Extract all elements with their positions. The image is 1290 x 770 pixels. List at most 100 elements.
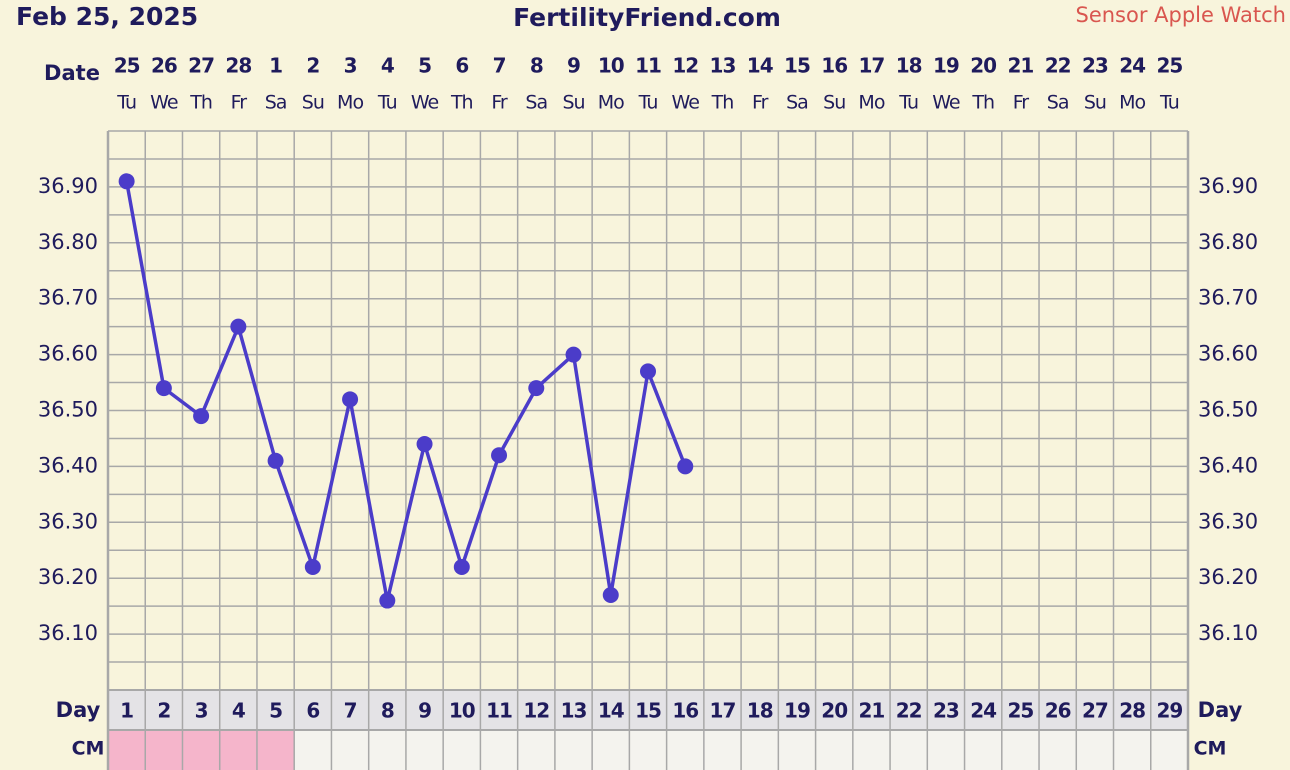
y-tick-label: 36.20 [38,565,98,589]
date-label: 12 [672,54,698,78]
chart-date: Feb 25, 2025 [16,2,198,31]
date-label: 26 [151,54,177,78]
temperature-point [118,173,135,190]
source-label: Sensor Apple Watch [1076,3,1287,27]
cm-cell [852,730,891,770]
cm-cell [815,730,853,770]
cm-cell [703,730,742,770]
weekday-label: Fr [752,92,769,114]
day-label: 26 [1045,699,1071,723]
day-label: 13 [561,699,587,723]
day-label: 6 [306,699,319,723]
day-label: 28 [1119,699,1145,723]
day-label: 11 [486,699,512,723]
weekday-label: Sa [265,92,287,114]
cm-cell [554,730,593,770]
weekday-label: Sa [786,92,808,114]
cm-marked-cell [219,730,257,770]
date-label: 17 [859,54,885,78]
date-label: 13 [710,54,736,78]
weekday-label: Su [823,92,845,114]
date-label: 5 [418,54,431,78]
temperature-point [342,391,359,408]
date-label: 18 [896,54,922,78]
weekday-label: Fr [1013,92,1030,114]
date-label: 10 [598,54,624,78]
temperature-point [379,592,396,609]
y-tick-label-right: 36.10 [1198,621,1258,645]
temperature-line [124,180,687,603]
date-label: 21 [1007,54,1033,78]
weekday-label: Sa [525,92,547,114]
weekday-label: Tu [638,92,658,114]
day-label: 24 [970,699,996,723]
temperature-point [677,458,694,475]
date-label: 7 [493,54,506,78]
cm-cell [629,730,667,770]
y-tick-label-right: 36.60 [1198,342,1258,366]
cm-cell [405,730,444,770]
date-label: 3 [344,54,357,78]
temperature-point [640,363,656,380]
date-row-label: Date [44,61,100,85]
cm-cell [368,730,406,770]
date-label: 24 [1119,54,1145,78]
date-label: 25 [114,54,140,78]
cm-row-label-right: CM [1194,738,1227,760]
cm-cell [778,730,816,770]
day-label: 23 [933,699,959,723]
day-label: 3 [195,699,208,723]
temperature-point [304,559,321,576]
date-label: 15 [784,54,810,78]
y-tick-label: 36.70 [38,286,98,310]
y-tick-label: 36.90 [38,174,98,198]
day-label: 19 [784,699,810,723]
day-label: 2 [157,699,170,723]
cm-cell [927,730,965,770]
chart-title: FertilityFriend.com [513,3,781,32]
weekday-label: We [672,92,700,114]
date-label: 20 [970,54,996,78]
date-label: 8 [530,54,543,78]
date-label: 25 [1156,54,1182,78]
day-label: 16 [672,699,698,723]
temperature-point [230,318,247,335]
weekday-label: Tu [377,92,397,114]
cm-marked-cell [145,730,183,770]
cm-cell [890,730,928,770]
temperature-point [267,452,284,469]
cm-cell [480,730,518,770]
cm-cell [592,730,630,770]
day-label: 20 [821,699,847,723]
date-label: 16 [821,54,847,78]
temperature-point [453,559,470,576]
date-label: 23 [1082,54,1108,78]
weekday-label: Th [711,92,734,114]
day-label: 18 [747,699,773,723]
cm-cell [331,730,369,770]
day-label: 10 [449,699,475,723]
cm-row-label: CM [72,738,105,760]
cm-cell [1039,730,1077,770]
cm-cell [517,730,555,770]
date-label: 14 [747,54,773,78]
cm-marked-cell [182,730,220,770]
date-label: 6 [455,54,468,78]
weekday-label: Su [302,92,324,114]
date-label: 4 [381,54,394,78]
date-label: 28 [225,54,251,78]
weekday-label: Th [189,92,212,114]
weekday-label: We [411,92,439,114]
day-label: 7 [344,699,357,723]
y-tick-label: 36.60 [38,342,98,366]
date-label: 9 [567,54,580,78]
weekday-label: Sa [1047,92,1069,114]
day-label: 25 [1007,699,1033,723]
y-tick-label-right: 36.80 [1198,230,1258,254]
day-row-label: Day [56,698,101,722]
cm-cell [666,730,704,770]
cm-cell [1001,730,1040,770]
cm-cell [1113,730,1151,770]
y-tick-label: 36.50 [38,398,98,422]
